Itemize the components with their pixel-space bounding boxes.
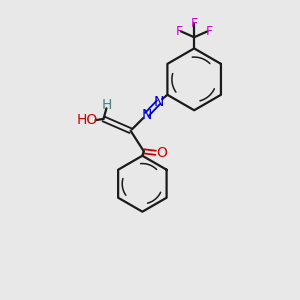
Text: N: N [142,107,152,122]
Text: F: F [205,25,212,38]
Text: H: H [101,98,112,112]
Text: N: N [153,95,164,109]
Text: HO: HO [77,113,98,128]
Text: F: F [190,17,198,31]
Text: F: F [176,25,183,38]
Text: O: O [156,146,167,160]
